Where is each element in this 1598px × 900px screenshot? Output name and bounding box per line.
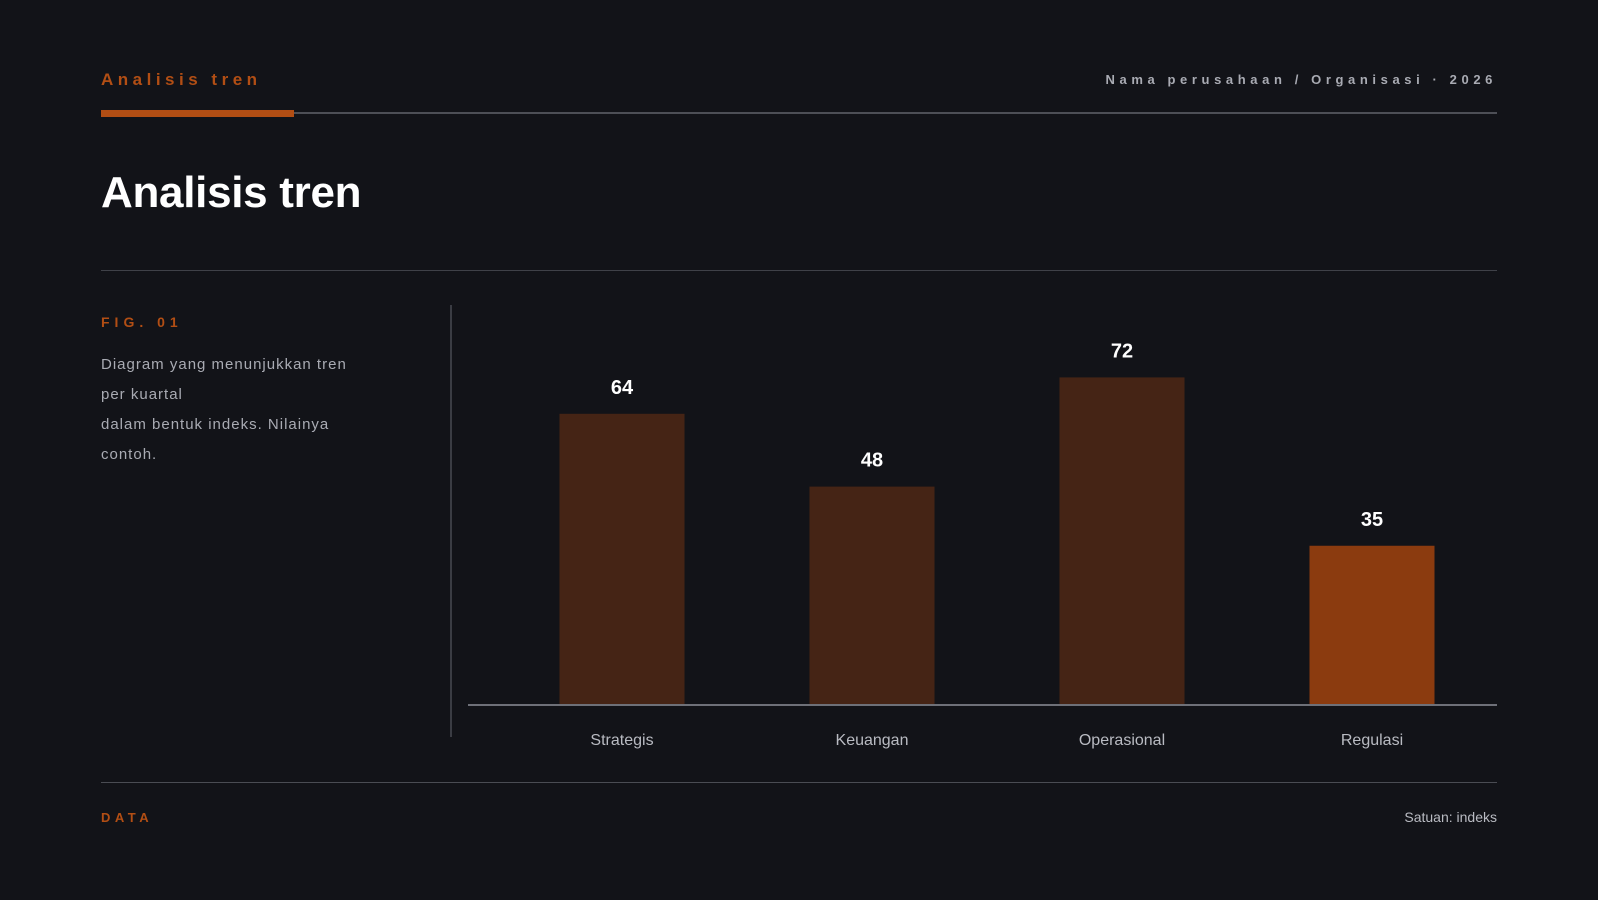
section-kicker: Analisis tren bbox=[101, 70, 262, 89]
header-accent-bar bbox=[101, 110, 294, 117]
data-label: 35 bbox=[1361, 509, 1383, 531]
header-rule bbox=[101, 112, 1497, 114]
category-label: Operasional bbox=[1079, 732, 1165, 749]
figure-description-line: contoh. bbox=[101, 446, 158, 463]
title-divider bbox=[101, 270, 1497, 271]
figure-divider bbox=[450, 305, 452, 737]
figure-description-line: Diagram yang menunjukkan tren bbox=[101, 356, 347, 373]
unit-label: Satuan: indeks bbox=[1404, 809, 1497, 825]
bar-strategis bbox=[559, 413, 685, 705]
figure-label: FIG. 01 bbox=[101, 314, 183, 330]
footer-rule bbox=[101, 782, 1497, 783]
data-label: 48 bbox=[861, 450, 883, 472]
figure-description-line: per kuartal bbox=[101, 386, 183, 403]
footer-label: DATA bbox=[101, 810, 154, 825]
bar-operasional bbox=[1059, 377, 1185, 705]
figure-description-line: dalam bentuk indeks. Nilainya bbox=[101, 416, 330, 433]
figure-description: Diagram yang menunjukkan tren per kuarta… bbox=[101, 350, 401, 470]
data-label: 64 bbox=[611, 377, 634, 399]
category-label: Keuangan bbox=[836, 732, 909, 749]
bar-keuangan bbox=[809, 486, 935, 705]
category-label: Regulasi bbox=[1341, 732, 1403, 749]
category-label: Strategis bbox=[590, 732, 653, 749]
bar-regulasi bbox=[1309, 545, 1435, 705]
page-title: Analisis tren bbox=[101, 168, 362, 217]
organization-label: Nama perusahaan / Organisasi · 2026 bbox=[1105, 72, 1497, 87]
data-label: 72 bbox=[1111, 340, 1133, 362]
